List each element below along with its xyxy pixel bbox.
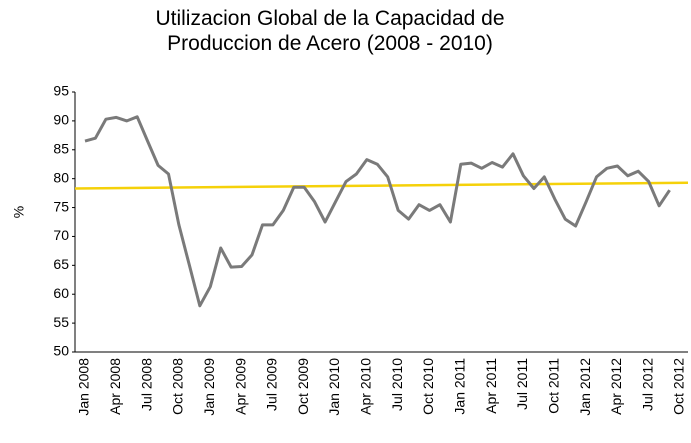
y-tick-label: 65 xyxy=(53,256,69,272)
chart-title: Utilizacion Global de la Capacidad de Pr… xyxy=(155,7,505,55)
y-tick-label: 60 xyxy=(53,285,69,301)
trend-line xyxy=(74,181,689,190)
x-tick-label: Apr 2010 xyxy=(358,358,374,415)
y-tick-label: 90 xyxy=(53,112,69,128)
y-tick-label: 80 xyxy=(53,169,69,185)
x-tick-label: Apr 2012 xyxy=(608,358,624,415)
data-line xyxy=(84,115,671,308)
x-tick-label: Apr 2009 xyxy=(232,358,248,415)
x-tick-label: Jul 2009 xyxy=(264,358,280,411)
x-tick-label: Jul 2010 xyxy=(389,358,405,411)
y-tick-label: 50 xyxy=(53,343,69,359)
x-tick-label: Jan 2012 xyxy=(577,358,593,416)
x-tick-label: Jul 2012 xyxy=(639,358,655,411)
x-tick-label: Jul 2008 xyxy=(138,358,154,411)
x-tick-label: Oct 2011 xyxy=(545,358,561,414)
x-tick-label: Oct 2010 xyxy=(420,358,436,415)
x-tick-label: Apr 2011 xyxy=(483,358,499,414)
x-tick-label: Jan 2010 xyxy=(326,358,342,416)
y-tick-label: 95 xyxy=(53,83,69,99)
y-tick-label: 70 xyxy=(53,227,69,243)
y-tick-label: 55 xyxy=(53,314,69,330)
x-tick-label: Oct 2008 xyxy=(170,358,186,415)
y-axis-label: % xyxy=(11,206,27,218)
x-tick-label: Jan 2011 xyxy=(451,358,467,415)
x-tick-label: Oct 2012 xyxy=(671,358,687,415)
x-tick-label: Jul 2011 xyxy=(514,358,530,410)
x-tick-label: Oct 2009 xyxy=(295,358,311,415)
x-tick-label: Apr 2008 xyxy=(107,358,123,415)
x-tick-label: Jan 2008 xyxy=(76,358,92,416)
y-tick-label: 75 xyxy=(53,198,69,214)
x-tick-label: Jan 2009 xyxy=(201,358,217,416)
y-tick-label: 85 xyxy=(53,140,69,156)
